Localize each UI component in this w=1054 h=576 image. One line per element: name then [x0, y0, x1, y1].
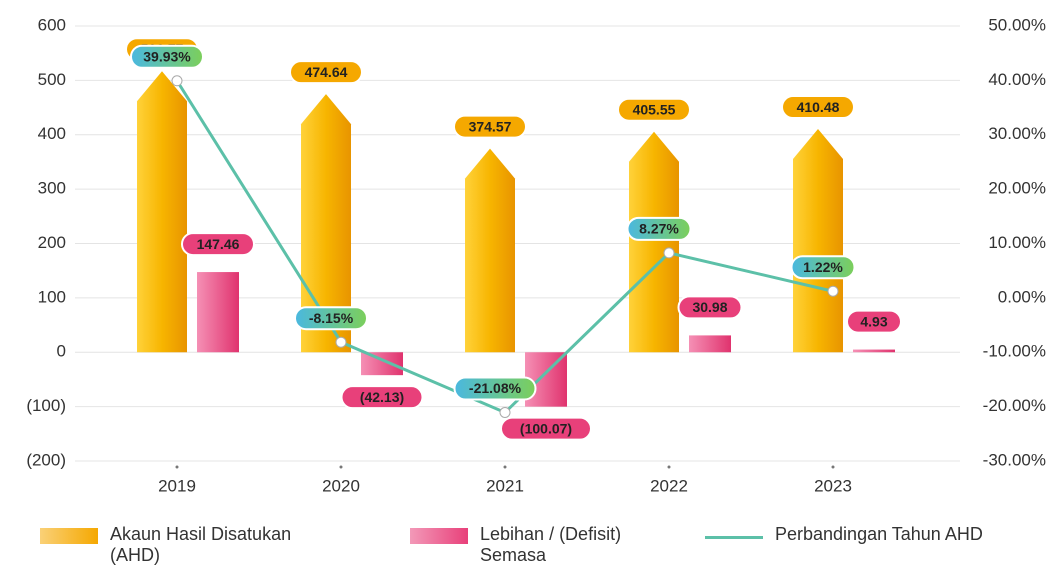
x-tick-label: 2022 — [650, 476, 688, 495]
legend-swatch — [705, 536, 763, 539]
bar-value-label: 405.55 — [633, 101, 676, 117]
bar-value-label-badge — [453, 114, 527, 139]
legend-swatch — [40, 528, 98, 544]
bar-value-label: 4.93 — [860, 313, 887, 329]
bar-value-label: 474.64 — [305, 64, 348, 80]
y2-tick-label: -30.00% — [983, 450, 1046, 469]
legend-label: Lebihan / (Defisit) Semasa — [480, 524, 622, 565]
x-tick-dot — [503, 465, 507, 469]
line-value-label-badge — [626, 216, 692, 241]
y-tick-label: 300 — [38, 179, 66, 198]
bar-value-label-badge — [289, 60, 363, 85]
bar — [629, 131, 679, 353]
x-tick-label: 2023 — [814, 476, 852, 495]
x-tick-dot — [175, 465, 179, 469]
bar-value-label-badge — [677, 295, 743, 320]
bar-value-label-badge — [500, 416, 592, 441]
line-value-label: -8.15% — [309, 310, 354, 326]
line-point — [171, 75, 183, 87]
bar — [853, 349, 895, 353]
bar-value-label: 410.48 — [797, 99, 840, 115]
bar — [793, 129, 843, 353]
line-value-label: 8.27% — [639, 221, 679, 237]
line-value-label: 39.93% — [143, 48, 191, 64]
line-value-label: 1.22% — [803, 259, 843, 275]
line-value-label-badge — [790, 255, 856, 280]
bar-value-label: (100.07) — [520, 420, 572, 436]
y-tick-label: 100 — [38, 287, 66, 306]
legend-label: Akaun Hasil Disatukan (AHD) — [110, 524, 292, 565]
x-tick-label: 2021 — [486, 476, 524, 495]
line-point — [827, 285, 839, 297]
bar-value-label-badge — [181, 232, 255, 257]
chart: (200) (100) 0 100 200 300 400 500 600 -30.00% -20.… — [26, 15, 1046, 495]
bar-value-label: 30.98 — [692, 299, 727, 315]
line-point — [663, 247, 675, 259]
y2-tick-label: 50.00% — [988, 15, 1046, 34]
y-tick-label: 0 — [57, 342, 66, 361]
bar-value-label-badge — [617, 97, 691, 122]
y2-tick-label: 10.00% — [988, 233, 1046, 252]
y-tick-label: 500 — [38, 70, 66, 89]
bar-value-label: 374.57 — [469, 118, 512, 134]
x-tick-dot — [339, 465, 343, 469]
bar-value-label-badge — [781, 95, 855, 120]
line-value-label: -21.08% — [469, 380, 522, 396]
y-tick-label: 200 — [38, 233, 66, 252]
legend-item: Perbandingan Tahun AHD — [705, 524, 983, 545]
y-tick-label: (200) — [26, 450, 66, 469]
line-point — [335, 336, 347, 348]
y-tick-label: 600 — [38, 15, 66, 34]
bar — [689, 335, 731, 353]
bar — [361, 352, 403, 376]
y2-tick-label: 30.00% — [988, 124, 1046, 143]
line-point — [499, 406, 511, 418]
legend-item: Akaun Hasil Disatukan (AHD) — [40, 524, 340, 566]
bar-value-label-badge — [846, 309, 902, 334]
x-tick-label: 2020 — [322, 476, 360, 495]
y-tick-label: 400 — [38, 124, 66, 143]
y-tick-label: (100) — [26, 396, 66, 415]
bar — [301, 94, 351, 353]
line-value-label-badge — [453, 376, 537, 401]
bar-value-label-badge — [340, 385, 424, 410]
x-tick-dot — [667, 465, 671, 469]
legend-swatch — [410, 528, 468, 544]
y2-tick-label: 40.00% — [988, 70, 1046, 89]
x-tick-dot — [831, 465, 835, 469]
line-value-label-badge — [294, 306, 368, 331]
bar — [197, 272, 239, 353]
bar-value-label: 147.46 — [197, 236, 240, 252]
bar — [465, 148, 515, 353]
y2-tick-label: -20.00% — [983, 396, 1046, 415]
line-value-label-badge — [130, 44, 204, 69]
x-tick-label: 2019 — [158, 476, 196, 495]
y2-tick-label: 20.00% — [988, 179, 1046, 198]
bar-value-label: (42.13) — [360, 389, 404, 405]
y2-tick-label: -10.00% — [983, 342, 1046, 361]
y2-tick-label: 0.00% — [998, 287, 1046, 306]
bar — [137, 71, 187, 353]
legend-label: Perbandingan Tahun AHD — [775, 524, 983, 544]
legend-item: Lebihan / (Defisit) Semasa — [410, 524, 650, 566]
legend: Akaun Hasil Disatukan (AHD) Lebihan / (De… — [0, 520, 1054, 576]
